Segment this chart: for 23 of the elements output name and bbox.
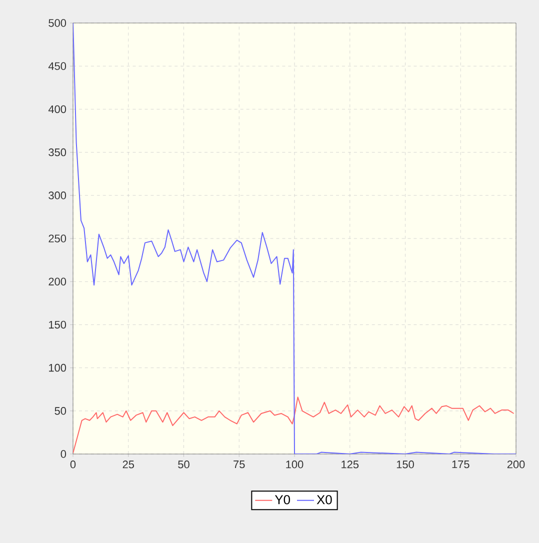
y-tick-label: 100 — [49, 364, 66, 372]
y-tick-label: 500 — [48, 19, 66, 27]
y-tick-label: 200 — [48, 278, 66, 286]
y-tick-label: 0 — [60, 450, 66, 458]
y-tick-label: 450 — [48, 62, 66, 70]
x-tick-label: 50 — [178, 460, 190, 468]
x-tick-label: 25 — [122, 460, 134, 468]
y-tick-label: 50 — [54, 407, 66, 415]
line-series — [73, 23, 516, 454]
x-tick-label: 100 — [286, 460, 304, 468]
legend-label: Y0 — [274, 495, 290, 504]
x-tick-label: 200 — [507, 460, 525, 468]
legend-label: X0 — [316, 495, 332, 504]
x-tick-label: 125 — [342, 460, 359, 468]
y-tick-label: 150 — [49, 320, 66, 329]
x-tick-label: 150 — [396, 460, 414, 468]
y-tick-label: 400 — [48, 105, 66, 114]
y-tick-label: 300 — [48, 192, 66, 200]
y-tick-label: 350 — [48, 148, 66, 156]
x-tick-label: 75 — [234, 460, 245, 468]
y-tick-label: 250 — [48, 234, 66, 242]
x-tick-label: 175 — [452, 460, 470, 468]
x-tick-label: 0 — [70, 460, 76, 468]
